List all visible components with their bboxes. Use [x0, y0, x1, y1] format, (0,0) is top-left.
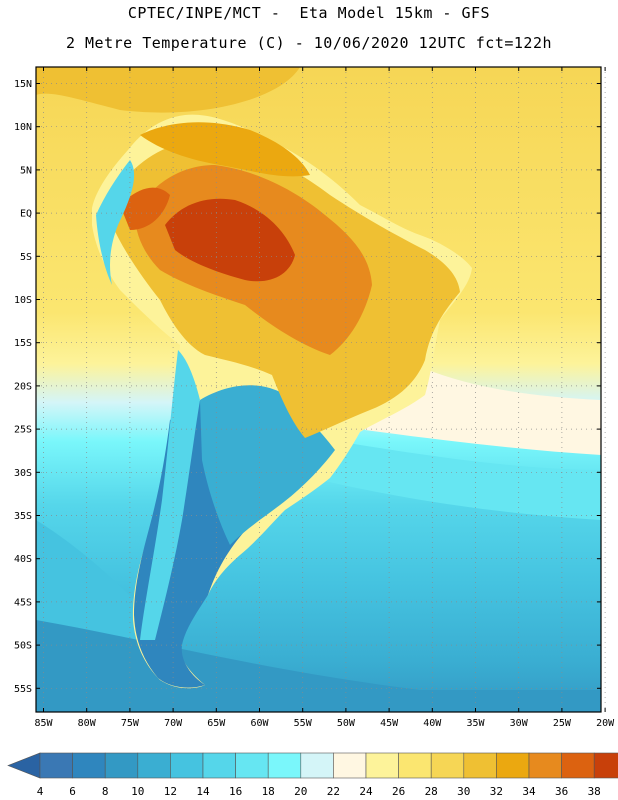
lon-label: 65W [207, 718, 226, 729]
lat-label: 5N [20, 165, 32, 176]
lon-label: 30W [510, 718, 529, 729]
lat-label: 40S [14, 554, 32, 565]
lon-label: 55W [294, 718, 313, 729]
colorbar-swatch [561, 752, 595, 779]
west-amazon-hot [120, 187, 170, 230]
colorbar-tick-label: 24 [359, 785, 373, 798]
colorbar-tick-label: 34 [522, 785, 536, 798]
colorbar [7, 752, 618, 779]
lat-label: 30S [14, 468, 32, 479]
colorbar-tick-label: 16 [229, 785, 242, 798]
lat-label: 10N [14, 122, 32, 133]
map-subtitle: 2 Metre Temperature (C) - 10/06/2020 12U… [65, 34, 553, 52]
longitude-labels: 85W 80W 75W 70W 65W 60W 55W 50W 45W 40W 35W 30W 25W 2… [34, 718, 615, 729]
lat-label: 20S [14, 381, 32, 392]
colorbar-swatch [72, 752, 106, 779]
lon-label: 75W [121, 718, 140, 729]
lon-label: 40W [423, 718, 442, 729]
venezuela-warm [140, 122, 310, 177]
lat-label: EQ [20, 209, 32, 220]
chile-andes-strip [140, 350, 200, 640]
colorbar-swatch [463, 752, 497, 779]
colorbar-swatch [496, 752, 530, 779]
lat-label: 45S [14, 597, 32, 608]
cool-atlantic-band [320, 440, 601, 520]
map-frame [35, 66, 602, 713]
lat-label: 15N [14, 79, 32, 90]
lat-label: 50S [14, 641, 32, 652]
lat-label: 55S [14, 684, 32, 695]
latitude-labels: 15N 10N 5N EQ 5S 10S 15S 20S 25S 30S 35S 40S 45S 50S 5… [14, 79, 32, 695]
colorbar-swatch [202, 752, 236, 779]
colorbar-tick-label: 12 [164, 785, 177, 798]
caribbean-warm [36, 67, 300, 113]
lat-label: 5S [20, 252, 32, 263]
colorbar-tick-label: 22 [327, 785, 340, 798]
graticule [36, 67, 606, 712]
lat-label: 35S [14, 511, 32, 522]
colorbar-tick-label: 26 [392, 785, 405, 798]
colorbar-swatch [137, 752, 171, 779]
tick-marks [36, 67, 606, 712]
colorbar-swatch [430, 752, 465, 779]
colorbar-tick-label: 14 [196, 785, 210, 798]
lon-label: 80W [78, 718, 97, 729]
colorbar-swatch [300, 752, 334, 779]
colorbar-swatch [333, 752, 367, 779]
lon-label: 50W [337, 718, 356, 729]
colorbar-tick-label: 30 [457, 785, 470, 798]
colorbar-tick-label: 20 [294, 785, 307, 798]
lon-label: 45W [380, 718, 399, 729]
andes-cool-strip [96, 160, 135, 285]
colorbar-under-arrow [7, 752, 41, 779]
lat-label: 25S [14, 425, 32, 436]
lon-label: 60W [250, 718, 269, 729]
colorbar-swatch [267, 752, 302, 779]
colorbar-swatch [593, 752, 618, 779]
lon-label: 85W [34, 718, 53, 729]
lon-label: 35W [466, 718, 485, 729]
colorbar-swatch [365, 752, 399, 779]
colorbar-tick-label: 36 [555, 785, 568, 798]
colorbar-tick-label: 32 [490, 785, 503, 798]
lat-label: 15S [14, 338, 32, 349]
lat-label: 10S [14, 295, 32, 306]
colorbar-labels: 4 6 8 10 12 14 16 18 20 22 24 26 28 30 32 34 36 38 [37, 785, 601, 798]
colorbar-swatch [170, 752, 204, 779]
lon-label: 20W [596, 718, 615, 729]
colorbar-tick-label: 38 [588, 785, 601, 798]
colorbar-tick-label: 6 [69, 785, 76, 798]
colorbar-tick-label: 8 [102, 785, 109, 798]
southern-ocean-cold [36, 620, 601, 712]
colorbar-swatch [39, 752, 73, 779]
colorbar-swatch [104, 752, 139, 779]
colorbar-swatch [398, 752, 432, 779]
colorbar-tick-label: 18 [262, 785, 275, 798]
colorbar-tick-label: 28 [425, 785, 438, 798]
lon-label: 70W [164, 718, 183, 729]
amazon-hottest-core [165, 198, 295, 282]
colorbar-swatch [235, 752, 269, 779]
lon-label: 25W [553, 718, 572, 729]
map-title: CPTEC/INPE/MCT - Eta Model 15km - GFS [127, 4, 491, 22]
colorbar-tick-label: 10 [131, 785, 144, 798]
colorbar-tick-label: 4 [37, 785, 44, 798]
colorbar-swatch [528, 752, 562, 779]
